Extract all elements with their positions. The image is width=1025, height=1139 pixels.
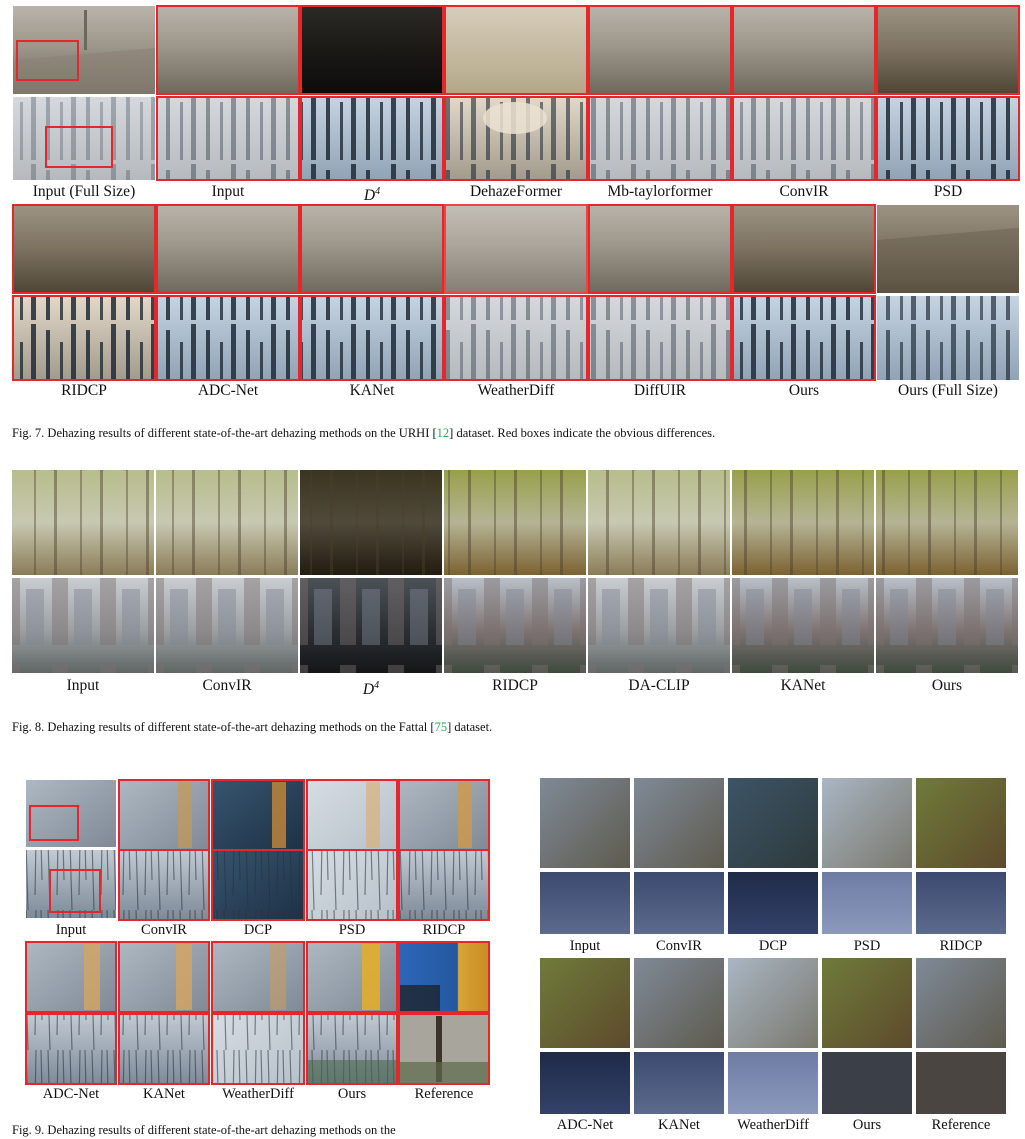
fig10-row1-psd bbox=[822, 778, 912, 868]
fig9-row3-adcnet bbox=[25, 941, 117, 1013]
fig8-label-ridcp: RIDCP bbox=[492, 677, 538, 694]
fig10-row3-adcnet bbox=[540, 958, 630, 1048]
fig8-label-d4: D4 bbox=[362, 680, 380, 699]
fig9-row3-ours bbox=[306, 941, 398, 1013]
fig9-caption: Fig. 9. Dehazing results of different st… bbox=[12, 1123, 396, 1137]
fig10-label-adcnet: ADC-Net bbox=[556, 1117, 614, 1133]
fig10-label-input: Input bbox=[569, 938, 601, 954]
fig9-label-reference: Reference bbox=[414, 1086, 474, 1102]
fig10-row3-reference bbox=[916, 958, 1006, 1048]
fig9-label-convir: ConvIR bbox=[141, 922, 187, 938]
fig7-label-weatherdiff: WeatherDiff bbox=[477, 382, 555, 399]
fig9-label-ridcp: RIDCP bbox=[422, 922, 466, 938]
fig7-label-ridcp: RIDCP bbox=[61, 382, 107, 399]
fig10-row4-reference bbox=[916, 1052, 1006, 1114]
fig10-row3-kanet bbox=[634, 958, 724, 1048]
figure-9-image-grid bbox=[25, 779, 490, 1085]
fig7-label-psd: PSD bbox=[933, 183, 963, 200]
fig7-row1-psd bbox=[876, 5, 1020, 95]
fig7-label-diffuir: DiffUIR bbox=[633, 382, 687, 399]
fig8-label-kanet: KANet bbox=[780, 677, 826, 694]
fig9-row1-dcp bbox=[211, 779, 305, 851]
fig8-label-daclip: DA-CLIP bbox=[628, 677, 690, 694]
fig10-row3-weatherdiff bbox=[728, 958, 818, 1048]
figure-7-image-grid bbox=[12, 5, 1020, 381]
fig9-label-dcp: DCP bbox=[243, 922, 273, 938]
fig9-row1-input bbox=[26, 780, 116, 847]
fig9-row3-weatherdiff bbox=[211, 941, 305, 1013]
fig10-label-kanet: KANet bbox=[658, 1117, 700, 1133]
fig10-label-dcp: DCP bbox=[758, 938, 788, 954]
fig7-row1-input-full bbox=[13, 6, 155, 94]
fig7-label-ours-full: Ours (Full Size) bbox=[898, 382, 998, 399]
fig7-row3-weatherdiff bbox=[444, 204, 588, 294]
fig7-row1-mbtaylorformer bbox=[588, 5, 732, 95]
fig9-row1-psd bbox=[306, 779, 398, 851]
fig10-row1-convir bbox=[634, 778, 724, 868]
fig10-row2-ridcp bbox=[916, 872, 1006, 934]
fig7-label-kanet: KANet bbox=[349, 382, 395, 399]
fig8-citation-link[interactable]: 75 bbox=[434, 720, 448, 734]
fig7-label-input: Input bbox=[211, 183, 245, 200]
fig9-label-weatherdiff: WeatherDiff bbox=[222, 1086, 294, 1102]
fig7-row1-input bbox=[156, 5, 300, 95]
fig7-row2-input-full bbox=[13, 97, 155, 180]
fig7-row3-ours bbox=[732, 204, 876, 294]
fig9-label-input: Input bbox=[55, 922, 87, 938]
fig7-row3-adcnet bbox=[156, 204, 300, 294]
fig8-label-ours: Ours bbox=[931, 677, 963, 694]
fig10-row2-input bbox=[540, 872, 630, 934]
fig10-label-convir: ConvIR bbox=[656, 938, 702, 954]
fig9-row1-convir bbox=[118, 779, 210, 851]
fig9-label-ours: Ours bbox=[337, 1086, 367, 1102]
fig10-label-psd: PSD bbox=[853, 938, 881, 954]
fig10-row4-weatherdiff bbox=[728, 1052, 818, 1114]
fig7-label-input-full: Input (Full Size) bbox=[32, 183, 136, 200]
fig7-label-dehazeformer: DehazeFormer bbox=[469, 183, 563, 200]
fig9-row3-kanet bbox=[118, 941, 210, 1013]
fig10-label-weatherdiff: WeatherDiff bbox=[737, 1117, 809, 1133]
fig7-label-convir: ConvIR bbox=[779, 183, 829, 200]
fig7-row1-d4 bbox=[300, 5, 444, 95]
fig10-row4-adcnet bbox=[540, 1052, 630, 1114]
fig7-row1-convir bbox=[732, 5, 876, 95]
fig7-label-ours: Ours bbox=[788, 382, 820, 399]
fig10-row2-dcp bbox=[728, 872, 818, 934]
fig7-label-d4: D4 bbox=[363, 186, 381, 205]
fig7-citation-link[interactable]: 12 bbox=[436, 426, 450, 440]
figure-8-image-grid bbox=[12, 470, 1018, 673]
fig10-row4-kanet bbox=[634, 1052, 724, 1114]
fig7-row1-dehazeformer bbox=[444, 5, 588, 95]
fig8-caption: Fig. 8. Dehazing results of different st… bbox=[12, 720, 493, 734]
fig7-row3-ridcp bbox=[12, 204, 156, 294]
fig9-row1-ridcp bbox=[398, 779, 490, 851]
fig10-row2-convir bbox=[634, 872, 724, 934]
fig10-label-reference: Reference bbox=[931, 1117, 991, 1133]
fig7-row3-kanet bbox=[300, 204, 444, 294]
fig10-row1-ridcp bbox=[916, 778, 1006, 868]
fig8-label-input: Input bbox=[66, 677, 100, 694]
fig10-row2-psd bbox=[822, 872, 912, 934]
fig10-row3-ours bbox=[822, 958, 912, 1048]
figure-10-image-grid bbox=[540, 778, 1006, 1114]
fig7-row3-diffuir bbox=[588, 204, 732, 294]
fig10-label-ridcp: RIDCP bbox=[939, 938, 983, 954]
fig8-label-convir: ConvIR bbox=[202, 677, 252, 694]
fig7-caption: Fig. 7. Dehazing results of different st… bbox=[12, 426, 716, 440]
fig9-label-psd: PSD bbox=[338, 922, 366, 938]
fig10-label-ours: Ours bbox=[852, 1117, 882, 1133]
fig7-label-mbtaylorformer: Mb-taylorformer bbox=[607, 183, 713, 200]
fig10-row4-ours bbox=[822, 1052, 912, 1114]
fig9-label-adcnet: ADC-Net bbox=[42, 1086, 100, 1102]
fig9-label-kanet: KANet bbox=[143, 1086, 185, 1102]
fig7-label-adcnet: ADC-Net bbox=[197, 382, 259, 399]
fig10-row1-dcp bbox=[728, 778, 818, 868]
fig10-row1-input bbox=[540, 778, 630, 868]
